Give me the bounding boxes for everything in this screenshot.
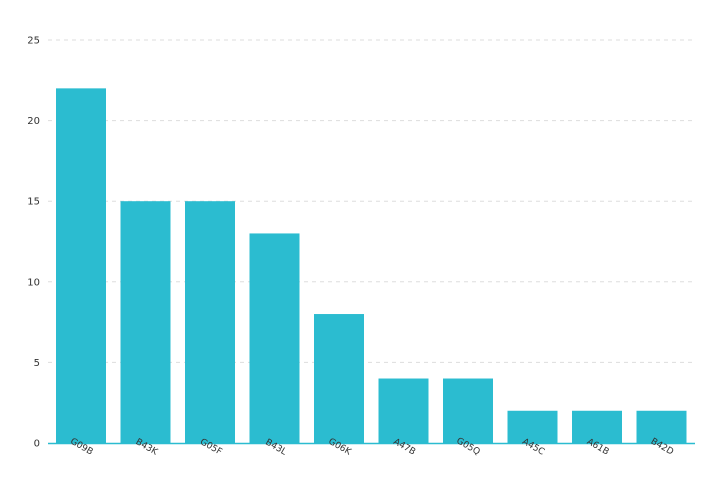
y-axis-ticks: 0 5 10 15 20 25	[27, 36, 40, 450]
bar-g05q	[443, 378, 493, 443]
y-tick-label: 20	[27, 116, 40, 127]
bar-a61b	[572, 410, 622, 443]
bar-b43l	[249, 233, 300, 443]
y-tick-label: 10	[27, 277, 40, 288]
bar-g06k	[314, 314, 364, 443]
bars	[56, 88, 687, 444]
bar-b43k	[120, 201, 171, 443]
bar-b42d	[636, 410, 687, 443]
y-tick-label: 5	[34, 358, 40, 369]
bar-g09b	[56, 88, 106, 444]
bar-a45c	[507, 410, 558, 443]
y-tick-label: 15	[27, 197, 40, 208]
y-tick-label: 25	[27, 36, 40, 47]
bar-g05f	[185, 201, 235, 443]
bar-a47b	[378, 378, 429, 443]
y-tick-label: 0	[34, 439, 40, 450]
